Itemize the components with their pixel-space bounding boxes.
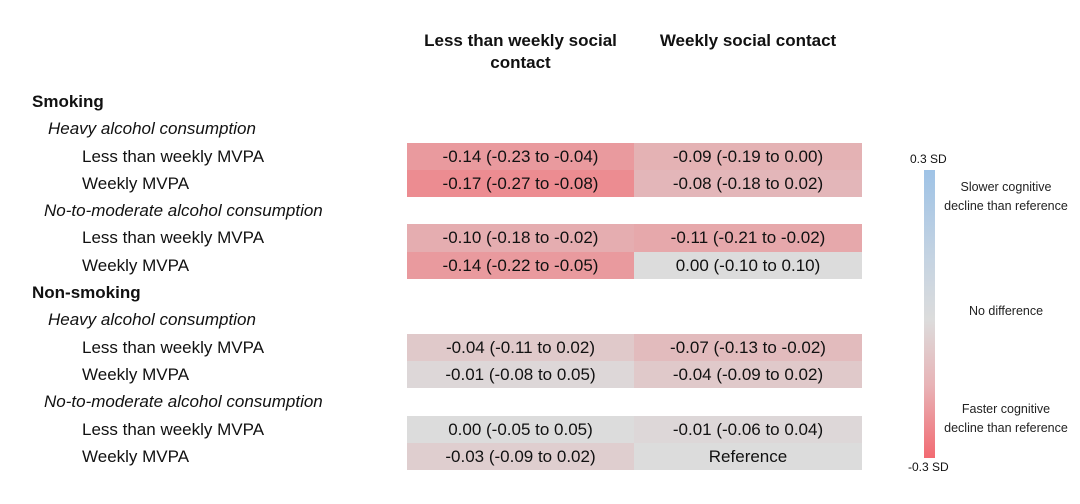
heatmap-cell: -0.08 (-0.18 to 0.02) bbox=[634, 169, 862, 198]
heatmap-cell: -0.11 (-0.21 to -0.02) bbox=[634, 224, 862, 252]
heatmap-table: Smoking Heavy alcohol consumption Less tha… bbox=[0, 88, 870, 471]
heatmap-cell: -0.07 (-0.13 to -0.02) bbox=[634, 333, 862, 361]
row-label: Weekly MVPA bbox=[82, 446, 190, 466]
table-row: No-to-moderate alcohol consumption bbox=[0, 197, 870, 224]
row-label: Less than weekly MVPA bbox=[82, 146, 265, 166]
table-row: Less than weekly MVPA -0.14 (-0.23 to -0.… bbox=[0, 142, 870, 170]
heatmap-cell: -0.09 (-0.19 to 0.00) bbox=[634, 142, 862, 170]
group-label: Smoking bbox=[32, 92, 104, 111]
table-row: Smoking bbox=[0, 88, 870, 115]
heatmap-cell: -0.04 (-0.11 to 0.02) bbox=[407, 333, 634, 361]
table-row: Heavy alcohol consumption bbox=[0, 306, 870, 333]
heatmap-cell: -0.14 (-0.23 to -0.04) bbox=[407, 142, 634, 170]
table-row: Weekly MVPA -0.03 (-0.09 to 0.02) Referenc… bbox=[0, 442, 870, 471]
legend-faster-text: Faster cognitive decline than reference bbox=[944, 402, 1068, 435]
table-row: Weekly MVPA -0.14 (-0.22 to -0.05) 0.00 (-… bbox=[0, 251, 870, 280]
legend-max-label: 0.3 SD bbox=[910, 152, 947, 166]
heatmap-cell: 0.00 (-0.05 to 0.05) bbox=[407, 415, 634, 443]
column-header-less-than-weekly-social-contact: Less than weekly social contact bbox=[424, 31, 617, 72]
row-label: Weekly MVPA bbox=[82, 364, 190, 384]
color-legend: 0.3 SD -0.3 SD Slower cognitive decline … bbox=[870, 0, 1080, 504]
heatmap-cell: Reference bbox=[634, 442, 862, 471]
group-label: Non-smoking bbox=[32, 283, 141, 303]
heatmap-cell: -0.01 (-0.08 to 0.05) bbox=[407, 360, 634, 389]
row-label: Weekly MVPA bbox=[82, 255, 190, 275]
subgroup-label: Heavy alcohol consumption bbox=[48, 310, 256, 330]
heatmap-cell: 0.00 (-0.10 to 0.10) bbox=[634, 251, 862, 280]
legend-slower-text: Slower cognitive decline than reference bbox=[944, 180, 1068, 213]
subgroup-label: Heavy alcohol consumption bbox=[48, 119, 256, 139]
color-scale-bar bbox=[924, 170, 935, 458]
row-label: Weekly MVPA bbox=[82, 173, 190, 193]
legend-no-difference-text: No difference bbox=[968, 304, 1044, 318]
subgroup-label: No-to-moderate alcohol consumption bbox=[44, 201, 323, 221]
table-row: Non-smoking bbox=[0, 279, 870, 306]
heatmap-cell: -0.14 (-0.22 to -0.05) bbox=[407, 251, 634, 280]
column-header-weekly-social-contact: Weekly social contact bbox=[659, 31, 837, 50]
table-row: No-to-moderate alcohol consumption bbox=[0, 388, 870, 415]
table-row: Heavy alcohol consumption bbox=[0, 115, 870, 142]
table-row: Less than weekly MVPA -0.10 (-0.18 to -0.… bbox=[0, 224, 870, 252]
table-row: Weekly MVPA -0.01 (-0.08 to 0.05) -0.04 (-… bbox=[0, 360, 870, 389]
heatmap-cell: -0.10 (-0.18 to -0.02) bbox=[407, 224, 634, 252]
table-row: Less than weekly MVPA 0.00 (-0.05 to 0.05… bbox=[0, 415, 870, 443]
row-label: Less than weekly MVPA bbox=[82, 228, 265, 248]
table-row: Weekly MVPA -0.17 (-0.27 to -0.08) -0.08 (… bbox=[0, 169, 870, 198]
heatmap-cell: -0.03 (-0.09 to 0.02) bbox=[407, 442, 634, 471]
row-label: Less than weekly MVPA bbox=[82, 419, 265, 439]
heatmap-cell: -0.17 (-0.27 to -0.08) bbox=[407, 169, 634, 198]
heatmap-cell: -0.04 (-0.09 to 0.02) bbox=[634, 360, 862, 389]
heatmap-cell: -0.01 (-0.06 to 0.04) bbox=[634, 415, 862, 443]
row-label: Less than weekly MVPA bbox=[82, 337, 265, 357]
legend-min-label: -0.3 SD bbox=[908, 460, 949, 474]
subgroup-label: No-to-moderate alcohol consumption bbox=[44, 392, 323, 412]
table-row: Less than weekly MVPA -0.04 (-0.11 to 0.0… bbox=[0, 333, 870, 361]
